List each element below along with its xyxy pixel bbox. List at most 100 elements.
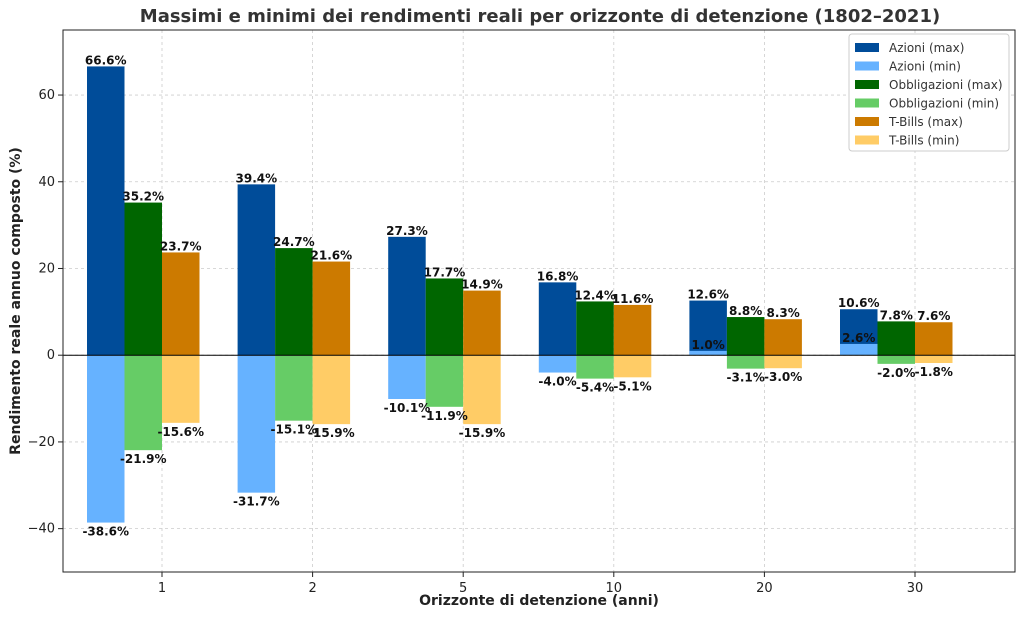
bar [425,278,464,356]
y-axis-label: Rendimento reale annuo composto (%) [8,147,24,455]
data-label: -38.6% [82,525,129,539]
bar [162,355,200,423]
data-label: 23.7% [160,239,202,253]
data-label: -2.0% [877,366,915,380]
bar [463,290,501,356]
legend-label: T-Bills (max) [888,115,963,129]
legend-label: Azioni (max) [889,41,964,55]
bar [576,301,614,356]
chart-title: Massimi e minimi dei rendimenti reali pe… [140,6,940,27]
x-tick-label: 20 [756,581,773,596]
x-tick-label: 2 [308,581,316,596]
data-label: 21.6% [311,249,353,263]
plot-frame [62,29,1016,573]
data-label: -1.8% [915,365,953,379]
legend-swatch [855,80,879,89]
bar [312,261,351,356]
data-label: -15.9% [308,426,355,440]
bar [613,355,652,378]
bar [425,355,464,407]
bar [124,202,162,356]
data-label: -15.1% [271,423,318,437]
bar [162,252,200,356]
data-label: 8.8% [729,304,762,318]
data-label: -3.0% [764,370,802,384]
data-label: -31.7% [233,495,280,509]
legend-swatch [855,43,879,52]
data-label: 8.3% [767,306,800,320]
bar [576,355,614,379]
bar [915,322,953,356]
bar [764,319,802,356]
y-tick-label: 0 [47,348,55,363]
bars [87,66,953,523]
bar [915,355,953,364]
x-tick-label: 30 [907,581,924,596]
data-label: -15.6% [157,425,204,439]
x-tick-label: 5 [459,581,467,596]
x-axis-label: Orizzonte di detenzione (anni) [419,593,659,609]
y-tick-label: 60 [38,88,55,103]
bar [538,355,577,373]
legend-swatch [855,98,879,108]
bar [463,355,501,425]
data-label: 10.6% [838,296,880,310]
legend-label: Obbligazioni (max) [889,78,1003,92]
data-label: -4.0% [538,375,576,389]
legend: Azioni (max) Azioni (min) Obbligazioni (ma… [848,33,1010,152]
x-tick-label: 10 [606,581,623,596]
legend-box [848,33,1010,152]
bar [726,317,765,356]
bar [764,355,802,369]
bar [275,355,313,421]
data-label: 1.0% [692,338,725,352]
bar [689,300,727,356]
data-label: -10.1% [384,401,431,415]
data-label: 35.2% [122,190,164,204]
bar [237,184,276,356]
bar [275,248,313,356]
data-label: 17.7% [424,265,466,279]
data-label: 16.8% [537,269,579,283]
data-label: 66.6% [85,53,127,67]
bar [877,355,915,364]
data-label: 2.6% [842,331,875,345]
legend-label: Azioni (min) [889,60,961,74]
bar [237,355,276,493]
y-tick-label: −20 [28,435,55,450]
data-label: 27.3% [386,224,428,238]
data-label: 12.4% [574,288,616,302]
legend-swatch [855,61,879,71]
bar [388,355,426,399]
data-label: -11.9% [421,409,468,423]
bar [312,355,351,425]
bar [877,321,915,356]
data-label: 7.6% [917,309,950,323]
data-label: -3.1% [727,371,765,385]
legend-swatch [855,135,879,145]
bar [87,355,125,523]
data-label: 14.9% [461,278,503,292]
x-tick-label: 1 [158,581,166,596]
bar [87,66,125,356]
bar [388,236,426,356]
legend-label: Obbligazioni (min) [889,97,999,111]
bar [840,343,878,356]
y-tick-label: 40 [38,175,55,190]
legend-swatch [855,117,879,126]
data-label: -15.9% [459,426,506,440]
bar [726,355,765,369]
data-label: 24.7% [273,235,315,249]
y-tick-label: −40 [28,522,55,537]
data-label: -21.9% [120,452,167,466]
y-tick-label: 20 [38,261,55,276]
bar [124,355,162,451]
bar [538,282,577,356]
data-label: 39.4% [236,171,278,185]
data-labels: 66.6% 39.4% 27.3% 16.8% 12.6% 10.6% -38.6% -31.… [82,53,952,538]
data-label: -5.4% [576,381,614,395]
bar [613,304,652,356]
data-label: 11.6% [612,292,654,306]
data-label: -5.1% [613,379,651,393]
